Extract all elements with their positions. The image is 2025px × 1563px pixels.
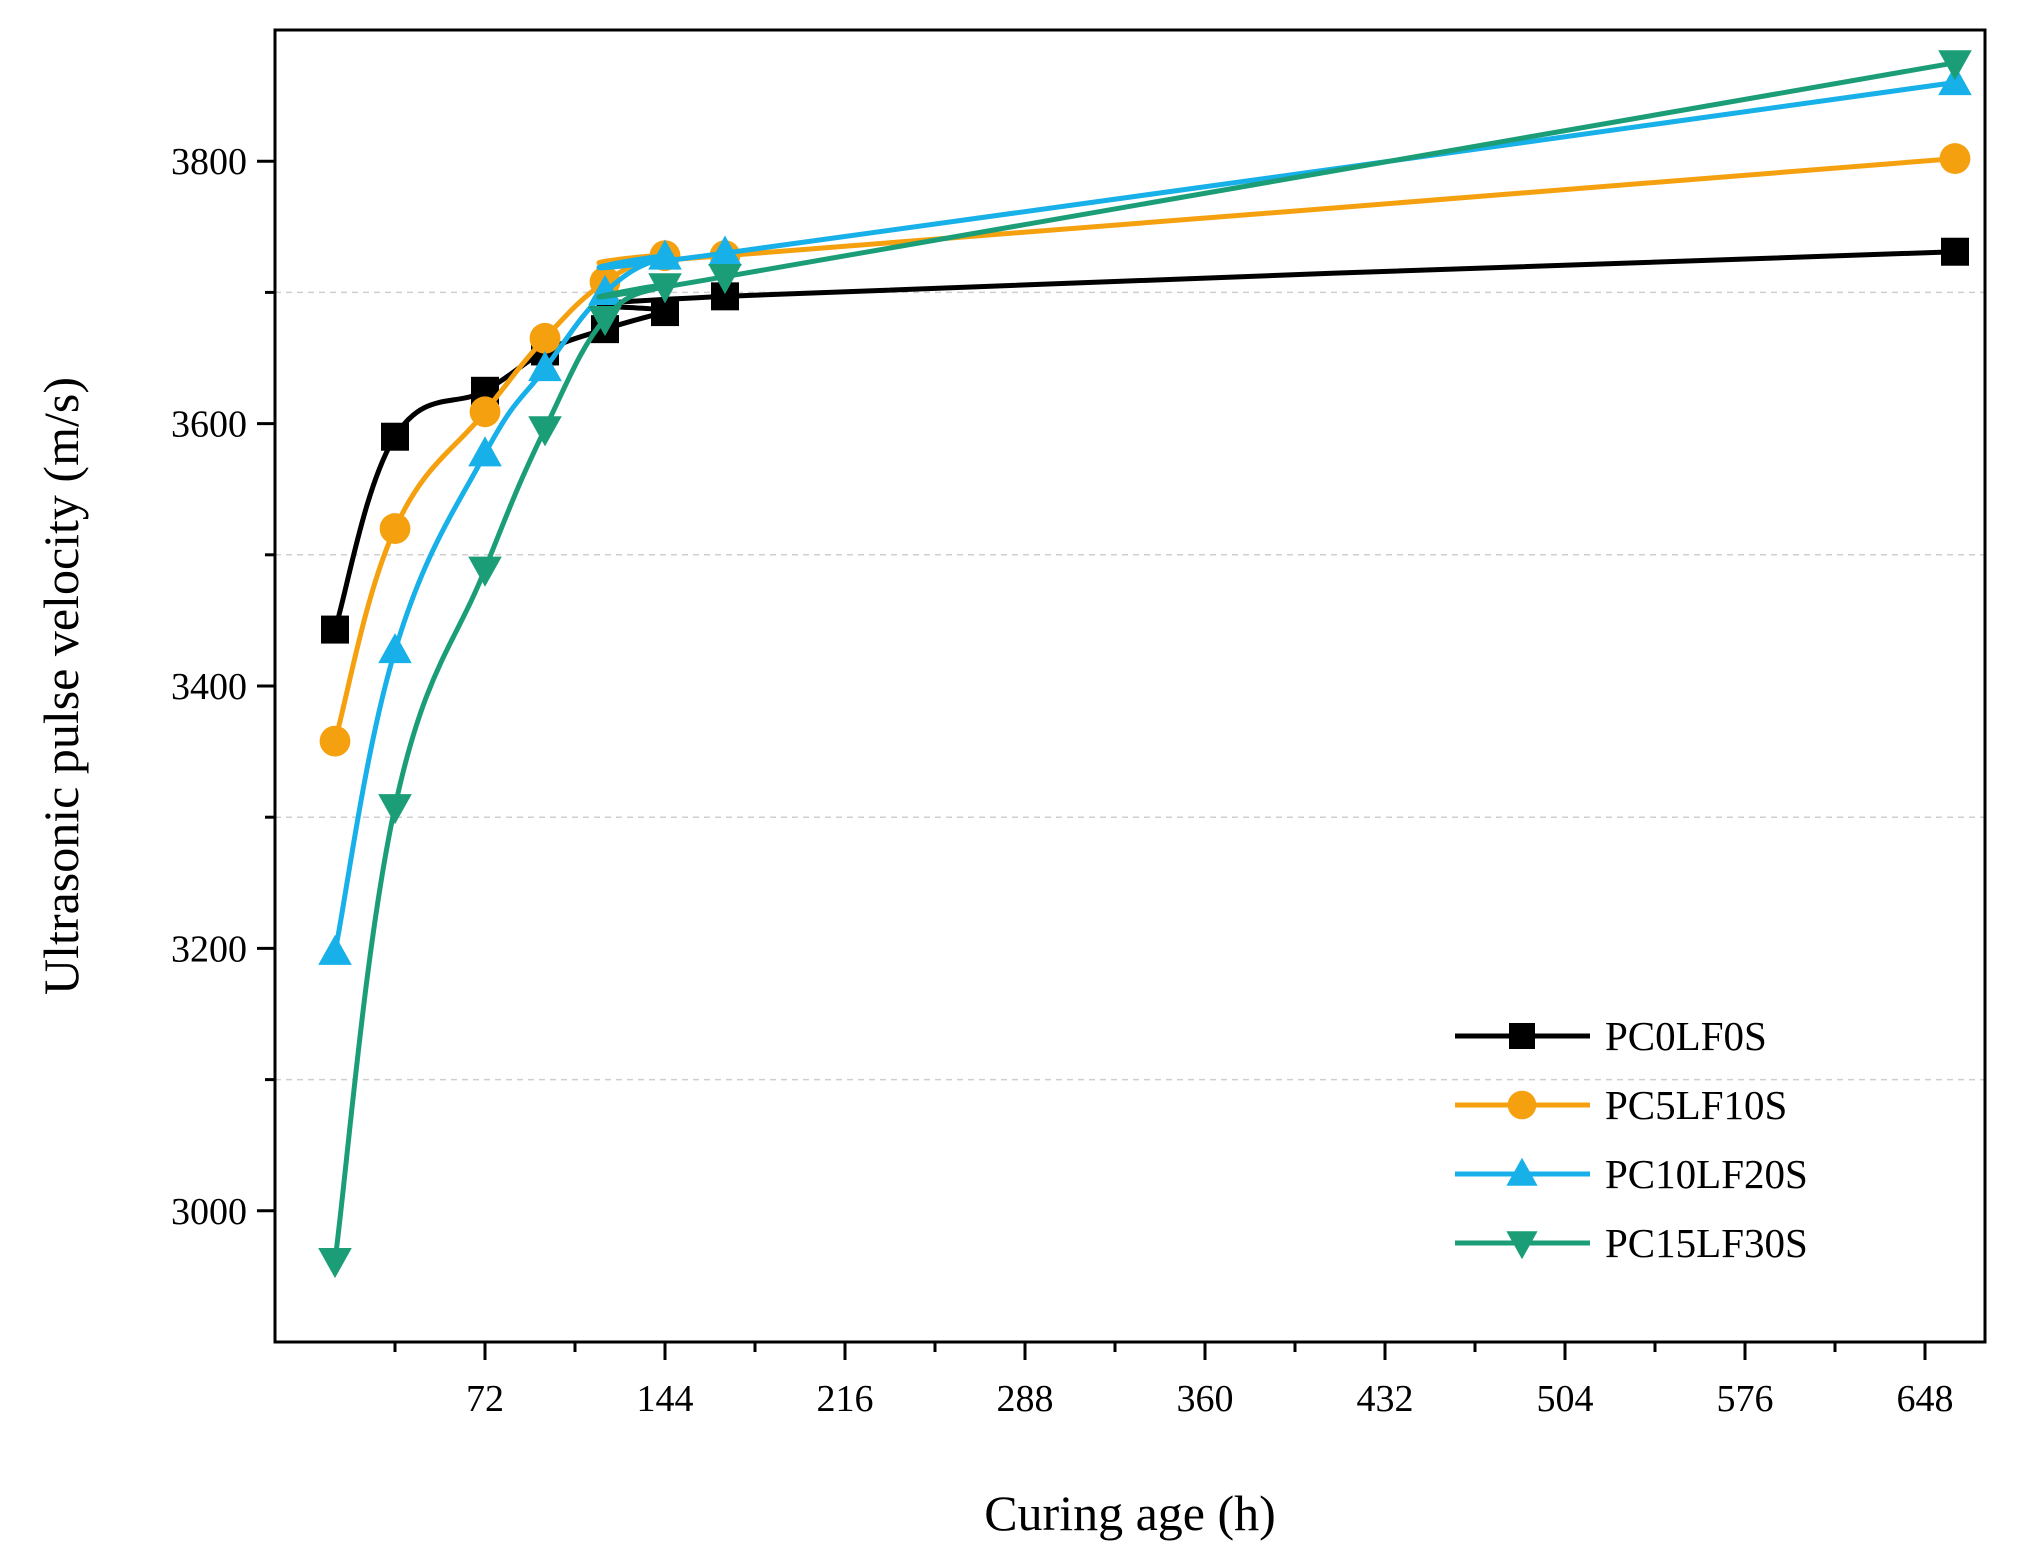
data-point-pc10lf20s [648,239,682,270]
series-line-pc0lf0s [332,249,1956,631]
data-point-pc10lf20s [378,633,412,664]
y-axis-title: Ultrasonic pulse velocity (m/s) [33,377,89,995]
data-point-pc5lf10s [319,725,351,757]
legend-marker-pc15lf30s [1506,1231,1538,1260]
data-point-pc0lf0s [321,615,349,644]
legend-marker-pc5lf10s [1507,1090,1537,1120]
x-axis: 72 144 216 288 360 432 504 576 648 [393,1342,1954,1420]
data-point-pc10lf20s [468,436,502,467]
y-tick-label: 3000 [171,1191,247,1233]
legend-marker-pc0lf0s [1509,1023,1535,1049]
x-tick-label: 216 [817,1378,874,1420]
y-tick-label: 3200 [171,928,247,970]
legend-label-pc10lf20s: PC10LF20S [1605,1151,1808,1197]
y-tick-label: 3800 [171,141,247,183]
series-pc15lf30s [318,50,1972,1279]
data-point-pc15lf30s [588,306,622,337]
data-point-pc15lf30s [708,264,742,295]
x-tick-label: 360 [1177,1378,1234,1420]
legend-marker-pc10lf20s [1506,1157,1538,1186]
legend: PC0LF0S PC5LF10S PC10LF20S PC15LF30S [1455,1013,1808,1266]
series-group [318,50,1972,1279]
x-axis-title: Curing age (h) [984,1485,1276,1541]
y-axis: 3000 3200 3400 3600 3800 [171,141,275,1233]
x-tick-label: 576 [1717,1378,1774,1420]
plot-frame [273,28,1987,1344]
y-tick-label: 3400 [171,666,247,708]
legend-label-pc15lf30s: PC15LF30S [1605,1220,1808,1266]
legend-item-pc0lf0s: PC0LF0S [1455,1013,1767,1059]
data-point-pc15lf30s [1938,50,1972,81]
data-point-pc10lf20s [708,235,742,266]
data-point-pc15lf30s [318,1248,352,1279]
series-line-pc15lf30s [332,60,1956,1261]
data-point-pc5lf10s [529,322,561,354]
data-point-pc5lf10s [379,513,411,544]
data-point-pc15lf30s [528,416,562,447]
legend-item-pc10lf20s: PC10LF20S [1455,1151,1808,1197]
series-line-pc5lf10s [332,156,1956,742]
data-point-pc5lf10s [469,396,501,428]
data-point-pc0lf0s [381,422,409,451]
data-point-pc5lf10s [1939,143,1971,174]
data-point-pc15lf30s [378,794,412,825]
legend-item-pc15lf30s: PC15LF30S [1455,1220,1808,1266]
series-line-pc10lf20s [332,80,1956,953]
x-tick-label: 144 [637,1378,694,1420]
x-tick-label: 648 [1897,1378,1954,1420]
data-point-pc10lf20s [528,350,562,382]
series-pc0lf0s [321,237,1969,644]
data-point-pc15lf30s [468,556,502,587]
x-tick-label: 288 [997,1378,1054,1420]
series-pc5lf10s [319,143,1971,757]
x-tick-label: 504 [1537,1378,1594,1420]
y-tick-label: 3600 [171,404,247,446]
gridlines [275,291,1985,1081]
data-point-pc0lf0s [1941,237,1969,266]
x-tick-label: 72 [466,1378,504,1420]
legend-label-pc5lf10s: PC5LF10S [1605,1082,1787,1128]
legend-item-pc5lf10s: PC5LF10S [1455,1082,1787,1128]
series-pc10lf20s [318,64,1972,965]
data-point-pc15lf30s [648,273,682,304]
x-tick-label: 432 [1357,1378,1414,1420]
legend-label-pc0lf0s: PC0LF0S [1605,1013,1767,1059]
data-point-pc10lf20s [318,934,352,965]
